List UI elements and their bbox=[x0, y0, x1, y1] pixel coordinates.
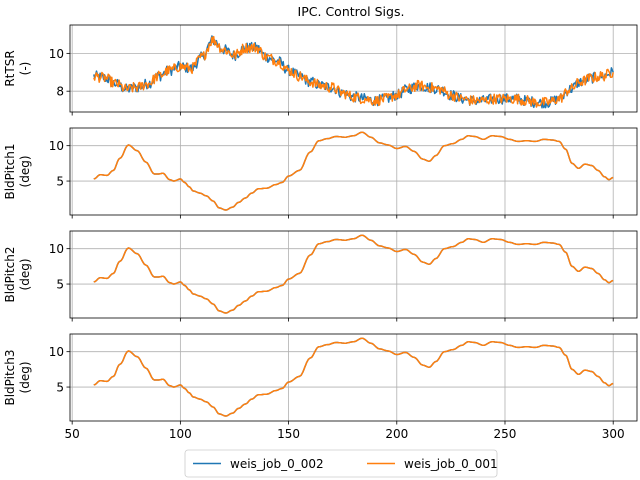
panel-2-grid bbox=[70, 231, 637, 318]
panel-1-grid bbox=[70, 128, 637, 215]
panel-1-lines bbox=[93, 131, 614, 211]
panel-1-ylabel-line1: BldPitch1 bbox=[3, 143, 17, 199]
panel-3-ylabel-line2: (deg) bbox=[18, 362, 32, 394]
x-tick-label: 250 bbox=[494, 427, 517, 441]
panel-1-series-weis_job_0_001 bbox=[93, 131, 614, 211]
panel-0-ticks: 8 10 bbox=[49, 47, 614, 116]
panel-1: 5 10 BldPitch1 (deg) bbox=[3, 127, 638, 219]
panel-2-y-tick-label: 10 bbox=[49, 242, 64, 256]
panel-3-series-weis_job_0_002 bbox=[93, 337, 614, 417]
panel-3-frame bbox=[69, 333, 638, 422]
panel-3-y-tick-label: 10 bbox=[49, 345, 64, 359]
panel-0: 8 10 RtTSR (-) bbox=[3, 24, 638, 116]
panel-0-y-tick-label: 10 bbox=[49, 47, 64, 61]
panel-1-frame bbox=[69, 127, 638, 216]
panel-1-ticks: 5 10 bbox=[49, 139, 614, 219]
panel-3-series-weis_job_0_001 bbox=[93, 337, 614, 417]
panel-3-lines bbox=[93, 337, 614, 417]
legend-label-1: weis_job_0_001 bbox=[404, 457, 498, 471]
x-tick-label: 50 bbox=[65, 427, 80, 441]
panel-0-frame bbox=[69, 24, 638, 113]
x-tick-label: 100 bbox=[169, 427, 192, 441]
panel-2-series-weis_job_0_002 bbox=[93, 234, 614, 314]
panel-1-y-tick-label: 5 bbox=[56, 175, 64, 189]
panel-3-grid bbox=[70, 334, 637, 421]
panel-3: 50 100 150 200 250 300 5 10 BldPitch3 (deg) bbox=[3, 333, 638, 441]
legend-label-0: weis_job_0_002 bbox=[230, 457, 324, 471]
panel-1-series-weis_job_0_002 bbox=[93, 131, 614, 211]
legend: weis_job_0_002 weis_job_0_001 bbox=[184, 449, 498, 478]
panel-2-y-tick-label: 5 bbox=[56, 278, 64, 292]
panel-0-y-tick-label: 8 bbox=[56, 85, 64, 99]
panel-3-ticks: 50 100 150 200 250 300 5 10 bbox=[49, 345, 625, 441]
panel-2-ylabel-line1: BldPitch2 bbox=[3, 246, 17, 302]
panel-2-ylabel-line2: (deg) bbox=[18, 259, 32, 291]
legend-box bbox=[184, 449, 498, 478]
panel-0-grid bbox=[70, 25, 637, 112]
panel-0-series-weis_job_0_001 bbox=[93, 35, 614, 108]
panel-2-lines bbox=[93, 234, 614, 314]
panel-3-y-tick-label: 5 bbox=[56, 381, 64, 395]
panel-2-ticks: 5 10 bbox=[49, 242, 614, 322]
x-tick-label: 200 bbox=[385, 427, 408, 441]
panel-0-ylabel-line1: RtTSR bbox=[3, 50, 17, 86]
x-tick-label: 300 bbox=[602, 427, 625, 441]
panel-0-lines bbox=[93, 35, 614, 109]
panel-0-ylabel-line2: (-) bbox=[18, 62, 32, 76]
panel-2: 5 10 BldPitch2 (deg) bbox=[3, 230, 638, 322]
chart-title: IPC. Control Sigs. bbox=[298, 4, 405, 19]
panel-1-y-tick-label: 10 bbox=[49, 139, 64, 153]
x-tick-label: 150 bbox=[277, 427, 300, 441]
panel-3-ylabel-line1: BldPitch3 bbox=[3, 349, 17, 405]
panel-2-frame bbox=[69, 230, 638, 319]
panel-1-ylabel-line2: (deg) bbox=[18, 156, 32, 188]
panel-2-series-weis_job_0_001 bbox=[93, 234, 614, 314]
